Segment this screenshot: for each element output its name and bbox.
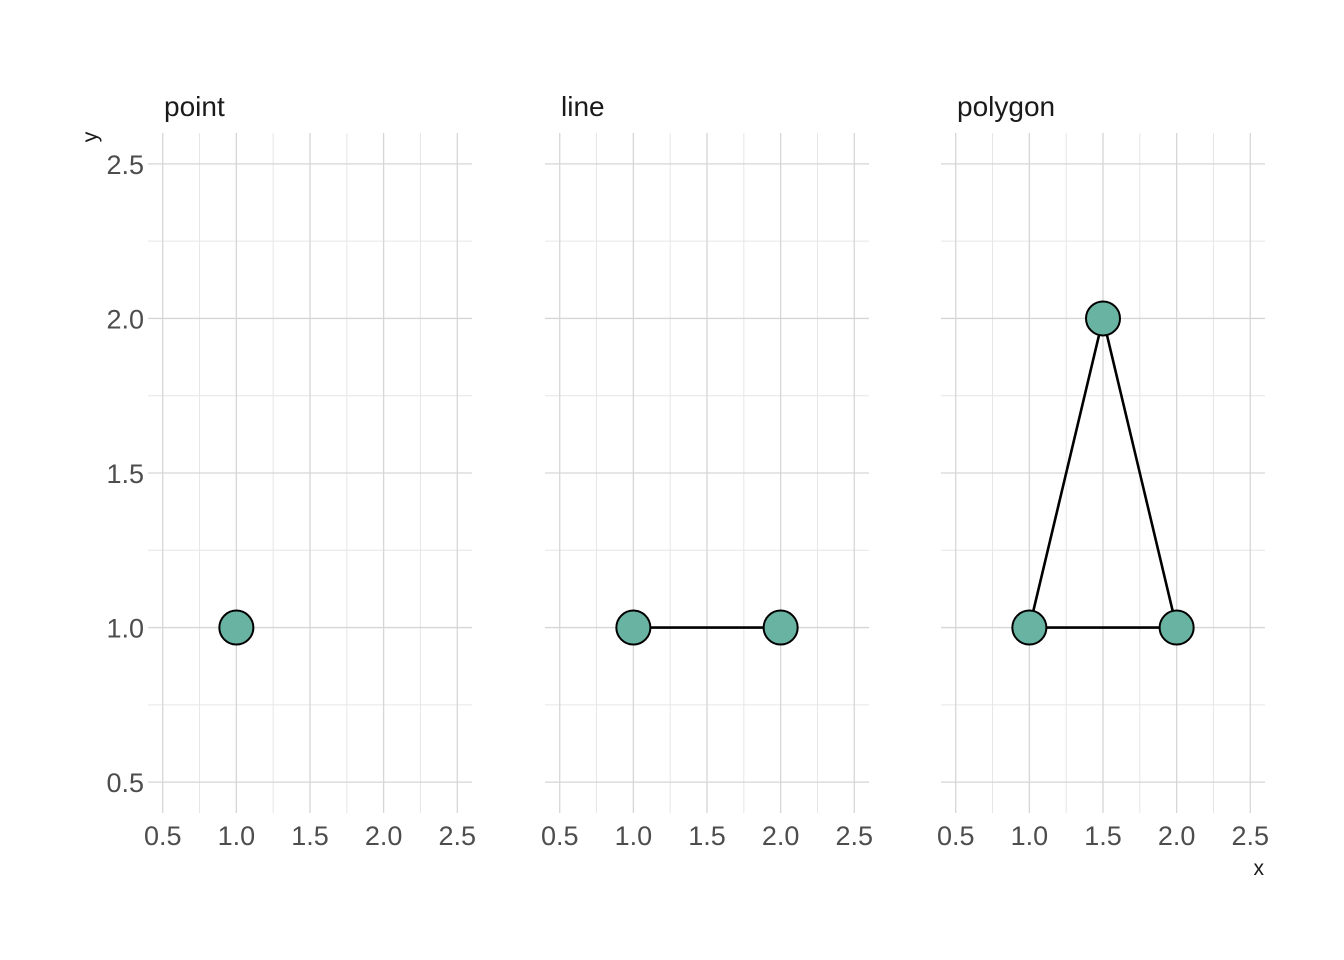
x-tick-label: 0.5 <box>144 821 182 851</box>
data-point <box>1158 609 1195 646</box>
x-tick-label: 0.5 <box>541 821 579 851</box>
data-point <box>1085 300 1121 337</box>
facet-title: line <box>561 91 605 122</box>
facet-line: line 0.5 1.0 1.5 2.0 2.5 <box>541 91 873 851</box>
x-tick-label: 2.0 <box>365 821 403 851</box>
facet-panels: point 0.5 1.0 1.5 2.0 2.5 0.5 1.0 1.5 2.0 2.5 line 0… <box>106 91 1269 851</box>
y-tick-label: 0.5 <box>106 768 144 798</box>
x-tick-label: 2.0 <box>1158 821 1196 851</box>
x-tick-label: 1.0 <box>615 821 653 851</box>
facet-polygon: polygon 0.5 1.0 1.5 2.0 2.5 <box>937 91 1269 851</box>
y-tick-label: 1.0 <box>106 614 144 644</box>
polygon-outline <box>1027 318 1179 629</box>
facet-title: point <box>164 91 225 122</box>
data-point <box>615 609 652 646</box>
x-tick-label: 2.0 <box>762 821 800 851</box>
y-tick-label: 2.5 <box>106 150 144 180</box>
x-tick-label: 1.0 <box>218 821 256 851</box>
x-tick-label: 2.5 <box>1231 821 1269 851</box>
data-point <box>218 609 255 646</box>
y-tick-label: 2.0 <box>106 304 144 334</box>
facet-point: point 0.5 1.0 1.5 2.0 2.5 0.5 1.0 1.5 2.0 2.5 <box>106 91 476 851</box>
x-axis-title: x <box>1254 857 1265 880</box>
x-tick-label: 1.5 <box>291 821 329 851</box>
y-tick-label: 1.5 <box>106 459 144 489</box>
y-axis-title: y <box>79 131 102 142</box>
x-tick-label: 0.5 <box>937 821 975 851</box>
data-point <box>762 609 799 646</box>
x-tick-label: 2.5 <box>438 821 476 851</box>
x-tick-label: 1.5 <box>688 821 726 851</box>
x-tick-label: 1.0 <box>1011 821 1049 851</box>
x-tick-label: 1.5 <box>1084 821 1122 851</box>
facet-title: polygon <box>957 91 1055 122</box>
data-point <box>1011 609 1048 646</box>
x-tick-label: 2.5 <box>835 821 873 851</box>
